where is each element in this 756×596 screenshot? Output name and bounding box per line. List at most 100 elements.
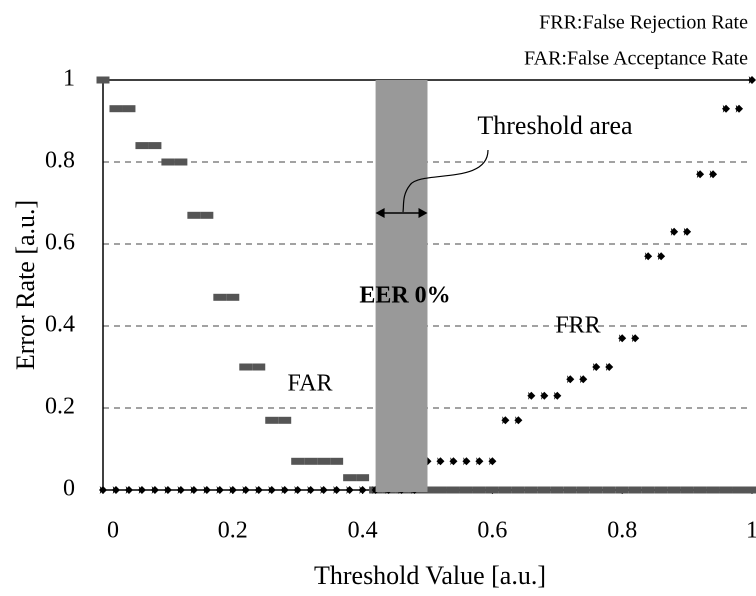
far-mark: [732, 486, 746, 494]
annotation: Threshold area: [477, 111, 633, 140]
y-tick-label: 0.8: [45, 148, 75, 174]
frr-mark: [580, 375, 584, 384]
frr-mark: [333, 486, 337, 494]
far-mark: [161, 158, 175, 166]
note: FAR:False Acceptance Rate: [524, 48, 748, 70]
frr-mark: [112, 486, 116, 494]
far-mark: [239, 363, 253, 371]
far-mark: [719, 486, 733, 494]
far-mark: [148, 142, 162, 150]
y-axis-label: Error Rate [a.u.]: [11, 200, 40, 370]
frr-mark: [216, 486, 220, 494]
frr-mark: [229, 486, 233, 494]
x-tick-label: 0.8: [607, 518, 637, 544]
frr-mark: [242, 486, 246, 494]
plot-area: 0 0.2 0.4 0.6 0.8 1 0 0.2 0.4 0.6 0.8 1: [45, 66, 756, 544]
frr-mark: [541, 391, 545, 400]
far-mark: [213, 293, 227, 301]
far-mark: [641, 486, 655, 494]
frr-mark: [515, 416, 519, 425]
x-tick-label: 0.4: [348, 518, 378, 544]
far-mark: [265, 416, 279, 424]
far-mark: [667, 486, 681, 494]
frr-mark: [294, 486, 298, 494]
far-mark: [459, 486, 473, 494]
frr-mark: [657, 252, 662, 261]
frr-mark: [346, 486, 350, 494]
frr-mark: [437, 457, 441, 466]
far-mark: [693, 486, 707, 494]
y-tick-label: 0.4: [45, 312, 75, 338]
frr-mark: [748, 76, 752, 84]
far-mark: [330, 457, 344, 465]
far-mark: [550, 486, 564, 494]
threshold-band: [375, 80, 428, 492]
x-tick-label: 0: [107, 518, 119, 544]
far-mark: [317, 457, 331, 465]
frr-mark: [696, 170, 701, 179]
far-mark: [628, 486, 642, 494]
far-mark: [291, 457, 305, 465]
overlay: Threshold area EER 0% FAR FRR: [288, 111, 634, 397]
y-tick-label: 0.6: [45, 230, 75, 256]
far-mark: [576, 486, 590, 494]
far-mark: [174, 158, 188, 166]
frr-mark: [618, 334, 623, 343]
frr-mark: [125, 486, 129, 494]
frr-mark: [255, 486, 259, 494]
frr-mark: [709, 170, 714, 179]
x-tick-label: 0.2: [218, 518, 248, 544]
far-mark: [485, 486, 499, 494]
frr-mark: [476, 457, 480, 466]
far-mark: [122, 105, 136, 113]
far-mark: [343, 474, 357, 482]
frr-mark: [502, 416, 506, 425]
far-mark: [615, 486, 629, 494]
x-axis-label: Threshold Value [a.u.]: [314, 561, 546, 590]
far-mark: [109, 105, 123, 113]
far-mark: [226, 293, 240, 301]
note: FRR:False Rejection Rate: [539, 12, 748, 34]
far-mark: [187, 211, 201, 219]
frr-mark: [307, 486, 311, 494]
annotation: FRR: [555, 313, 600, 339]
frr-mark: [177, 486, 181, 494]
x-tick-label: 0.6: [477, 518, 507, 544]
far-mark: [304, 457, 318, 465]
far-mark: [745, 486, 756, 494]
frr-mark: [164, 486, 168, 494]
far-mark: [498, 486, 512, 494]
far-mark: [524, 486, 538, 494]
far-mark: [433, 486, 447, 494]
frr-mark: [631, 334, 636, 343]
frr-mark: [605, 363, 610, 371]
far-mark: [96, 76, 110, 84]
frr-mark: [735, 104, 740, 113]
frr-mark: [151, 486, 155, 494]
frr-mark: [138, 486, 142, 494]
y-tick-label: 0: [63, 476, 75, 502]
far-mark: [537, 486, 551, 494]
frr-mark: [320, 486, 324, 494]
frr-mark: [268, 486, 272, 494]
leader-line: [402, 149, 489, 213]
frr-mark: [722, 104, 727, 113]
frr-mark: [554, 391, 558, 400]
far-mark: [446, 486, 460, 494]
arrow-head: [418, 208, 428, 218]
frr-mark: [670, 227, 675, 236]
far-mark: [602, 486, 616, 494]
arrow-head: [375, 208, 385, 218]
frr-mark: [644, 252, 649, 261]
frr-mark: [372, 486, 376, 494]
far-mark: [563, 486, 577, 494]
far-mark: [680, 486, 694, 494]
far-mark: [278, 416, 292, 424]
frr-mark: [592, 363, 597, 371]
far-mark: [356, 474, 370, 482]
far-mark: [252, 363, 266, 371]
x-tick-label: 1: [746, 518, 756, 544]
frr-mark: [528, 391, 532, 400]
frr-mark: [281, 486, 285, 494]
